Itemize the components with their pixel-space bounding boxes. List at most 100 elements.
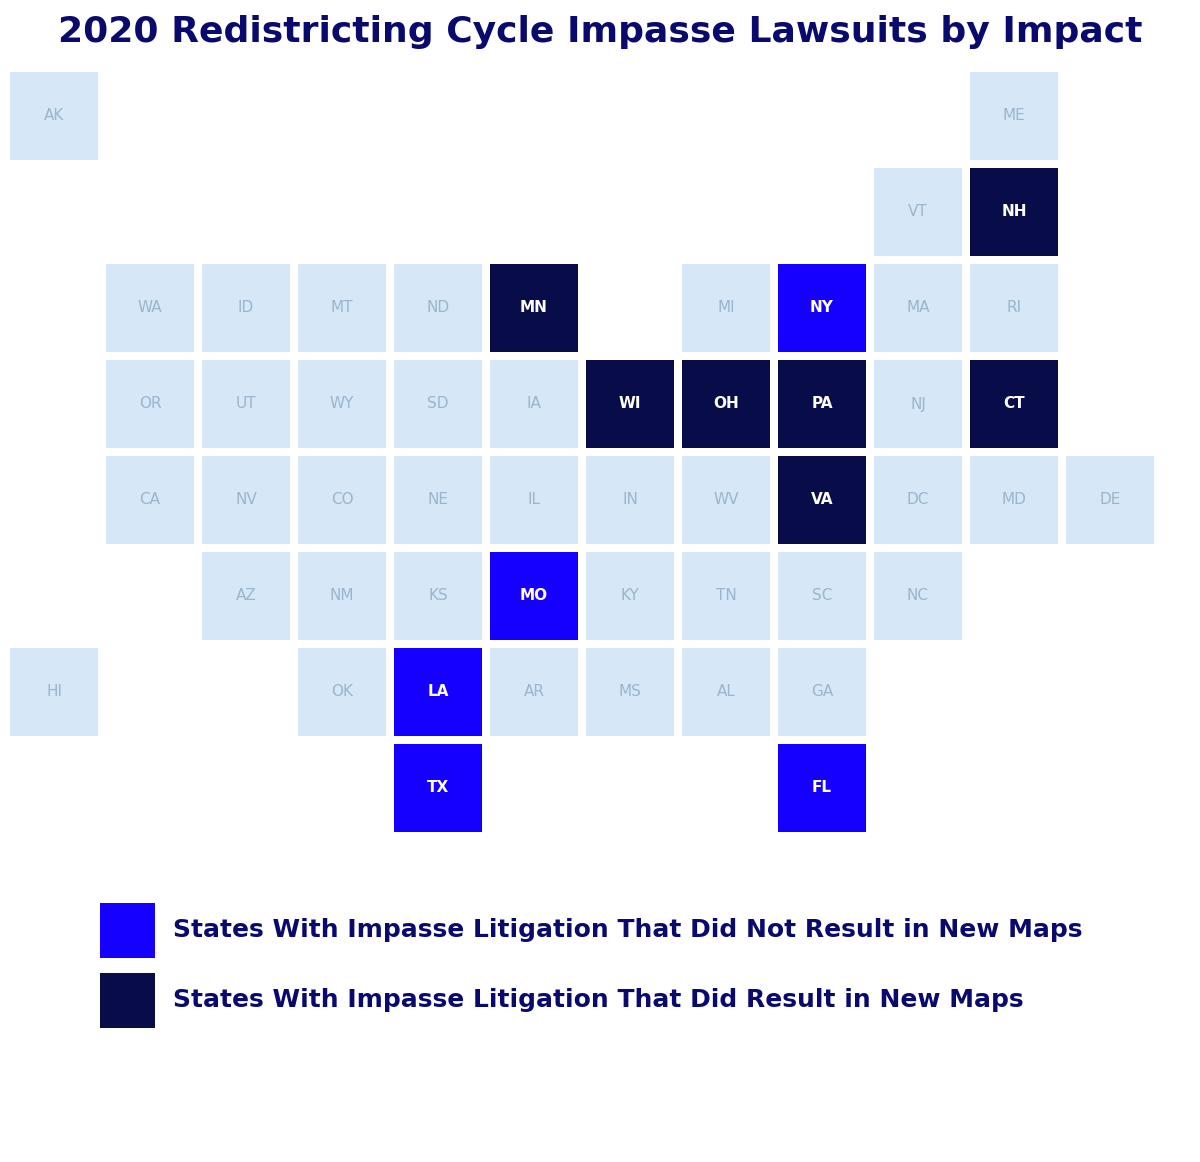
Text: MS: MS [618,684,642,700]
Text: DE: DE [1099,493,1121,508]
Bar [874,552,962,640]
Text: ID: ID [238,301,254,316]
Text: FL: FL [812,781,832,796]
Bar [490,648,578,736]
Text: MT: MT [331,301,353,316]
Text: PA: PA [811,396,833,411]
Text: CT: CT [1003,396,1025,411]
Bar [202,552,290,640]
Bar [202,456,290,544]
Text: ME: ME [1003,108,1025,123]
Bar [586,456,674,544]
Bar [682,648,770,736]
Text: AR: AR [523,684,545,700]
Bar [106,264,194,352]
Text: SD: SD [427,396,449,411]
Bar [298,648,386,736]
Text: AZ: AZ [235,588,257,603]
Bar [100,973,155,1028]
Text: SC: SC [812,588,832,603]
Text: OK: OK [331,684,353,700]
Bar [586,360,674,449]
Bar [394,744,482,832]
Text: MD: MD [1002,493,1026,508]
Bar [106,360,194,449]
Text: CO: CO [331,493,353,508]
Bar [298,264,386,352]
Text: WI: WI [619,396,641,411]
Text: LA: LA [427,684,449,700]
Bar [490,456,578,544]
Bar [586,552,674,640]
Bar [586,648,674,736]
Text: NV: NV [235,493,257,508]
Bar [778,264,866,352]
Bar [682,264,770,352]
Text: NJ: NJ [910,396,926,411]
Bar [970,456,1058,544]
Text: KY: KY [620,588,640,603]
Text: NE: NE [427,493,449,508]
Bar [970,72,1058,160]
Bar [298,552,386,640]
Text: OR: OR [139,396,161,411]
Bar [1066,456,1154,544]
Bar [202,264,290,352]
Bar [874,168,962,256]
Text: TN: TN [715,588,737,603]
Text: AL: AL [716,684,736,700]
Bar [298,456,386,544]
Bar [970,264,1058,352]
Text: NH: NH [1001,205,1027,220]
Bar [298,360,386,449]
Text: AK: AK [44,108,64,123]
Bar [874,456,962,544]
Text: NC: NC [907,588,929,603]
Text: ND: ND [426,301,450,316]
Text: HI: HI [46,684,62,700]
Text: UT: UT [235,396,257,411]
Text: VA: VA [811,493,833,508]
Text: DC: DC [907,493,929,508]
Text: WA: WA [138,301,162,316]
Bar [682,552,770,640]
Bar [490,264,578,352]
Bar [394,648,482,736]
Bar [778,456,866,544]
Bar [394,264,482,352]
Bar [202,360,290,449]
Bar [970,168,1058,256]
Bar [10,72,98,160]
Bar [874,264,962,352]
Text: NM: NM [330,588,354,603]
Bar [778,552,866,640]
Text: WY: WY [330,396,354,411]
Text: RI: RI [1007,301,1021,316]
Bar [394,360,482,449]
Bar [778,360,866,449]
Bar [490,360,578,449]
Text: States With Impasse Litigation That Did Result in New Maps: States With Impasse Litigation That Did … [173,988,1024,1012]
Bar [682,360,770,449]
Bar [10,648,98,736]
Text: VT: VT [908,205,928,220]
Text: IA: IA [527,396,541,411]
Bar [682,456,770,544]
Text: WV: WV [713,493,739,508]
Bar [394,552,482,640]
Bar [490,552,578,640]
Text: 2020 Redistricting Cycle Impasse Lawsuits by Impact: 2020 Redistricting Cycle Impasse Lawsuit… [58,15,1142,49]
Bar [778,744,866,832]
Bar [970,360,1058,449]
Text: MI: MI [718,301,734,316]
Text: GA: GA [811,684,833,700]
Text: KS: KS [428,588,448,603]
Bar [394,456,482,544]
Text: MA: MA [906,301,930,316]
Bar [778,648,866,736]
Text: TX: TX [427,781,449,796]
Bar [874,360,962,449]
Text: NY: NY [810,301,834,316]
Text: MO: MO [520,588,548,603]
Bar [100,903,155,957]
